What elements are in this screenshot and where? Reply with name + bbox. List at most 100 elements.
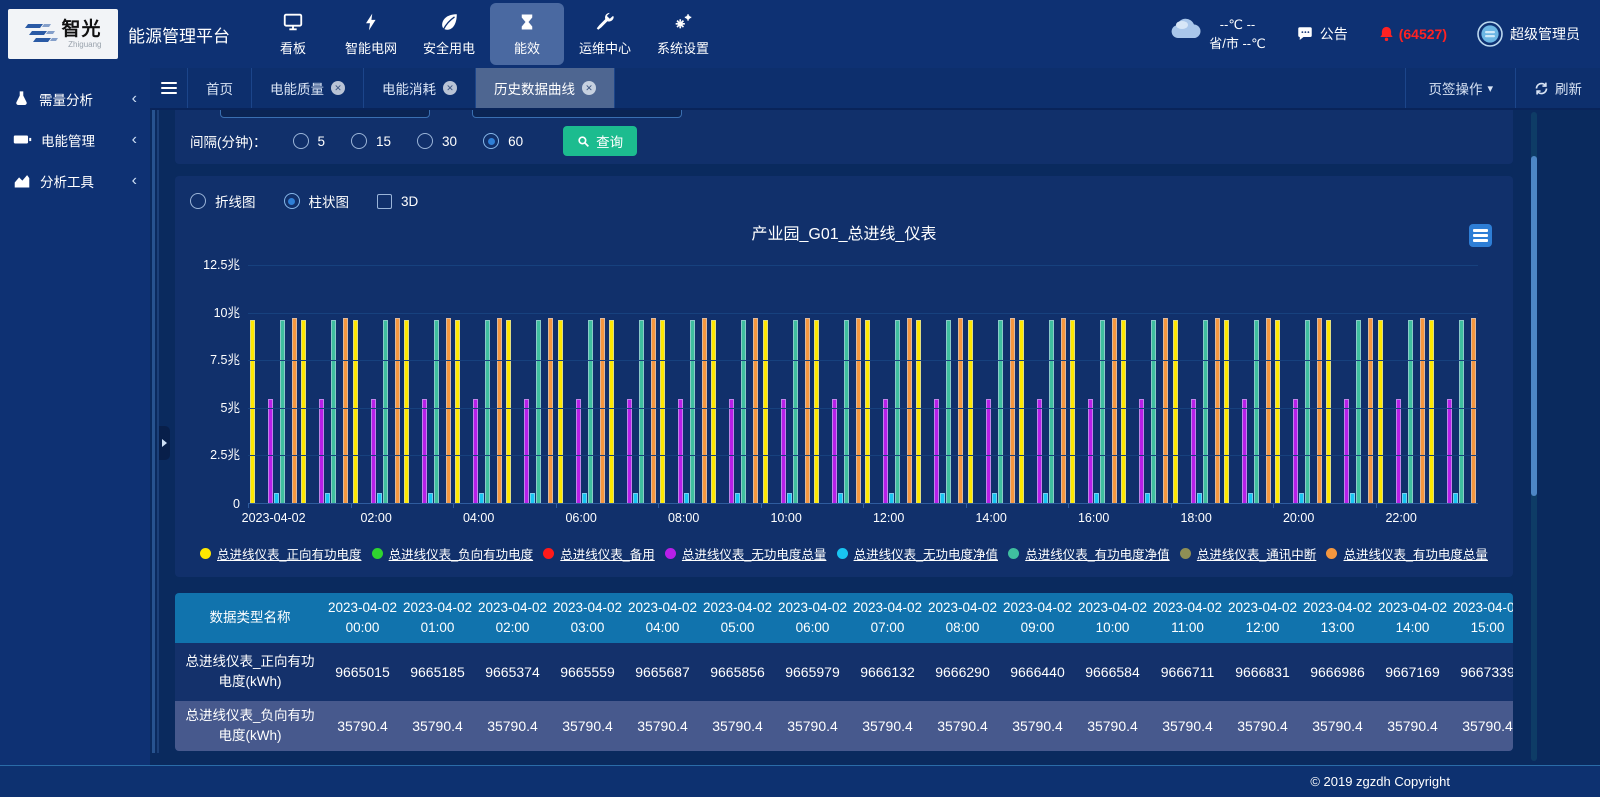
bar-总进线仪表_正向有功电度[interactable] bbox=[660, 320, 665, 504]
search-button[interactable]: 查询 bbox=[563, 126, 637, 156]
bar-总进线仪表_正向有功电度[interactable] bbox=[455, 320, 460, 504]
bar-总进线仪表_有功电度总量[interactable] bbox=[1368, 318, 1373, 504]
bar-总进线仪表_有功电度净值[interactable] bbox=[1203, 320, 1208, 504]
nav-item-hourglass[interactable]: 能效 bbox=[490, 3, 564, 65]
bar-总进线仪表_有功电度净值[interactable] bbox=[588, 320, 593, 504]
bar-总进线仪表_有功电度总量[interactable] bbox=[1112, 318, 1117, 504]
bar-总进线仪表_有功电度总量[interactable] bbox=[343, 318, 348, 504]
bar-总进线仪表_有功电度净值[interactable] bbox=[1254, 320, 1259, 504]
chart-type-折线图[interactable]: 折线图 bbox=[190, 191, 256, 211]
vertical-scrollbar[interactable] bbox=[1531, 112, 1537, 761]
bar-总进线仪表_有功电度总量[interactable] bbox=[753, 318, 758, 504]
bar-总进线仪表_有功电度总量[interactable] bbox=[292, 318, 297, 504]
nav-item-monitor[interactable]: 看板 bbox=[256, 3, 330, 65]
start-date-input[interactable]: 2023-04-02 bbox=[220, 110, 430, 118]
tab-电能质量[interactable]: 电能质量✕ bbox=[252, 68, 364, 108]
bar-总进线仪表_有功电度总量[interactable] bbox=[1266, 318, 1271, 504]
chart-type-柱状图[interactable]: 柱状图 bbox=[284, 191, 350, 211]
bar-总进线仪表_无功电度总量[interactable] bbox=[371, 399, 376, 504]
tab-历史数据曲线[interactable]: 历史数据曲线✕ bbox=[476, 68, 615, 108]
bar-总进线仪表_有功电度净值[interactable] bbox=[1100, 320, 1105, 504]
bar-总进线仪表_有功电度净值[interactable] bbox=[280, 320, 285, 504]
bar-总进线仪表_有功电度净值[interactable] bbox=[844, 320, 849, 504]
tab-close-icon[interactable]: ✕ bbox=[443, 81, 457, 95]
bar-总进线仪表_有功电度净值[interactable] bbox=[434, 320, 439, 504]
tab-list-button[interactable] bbox=[150, 68, 188, 108]
sidebar-item-flask[interactable]: 需量分析‹ bbox=[0, 78, 150, 119]
bar-总进线仪表_正向有功电度[interactable] bbox=[1070, 320, 1075, 504]
bar-总进线仪表_无功电度总量[interactable] bbox=[1088, 399, 1093, 504]
bar-总进线仪表_有功电度净值[interactable] bbox=[639, 320, 644, 504]
bar-总进线仪表_无功电度总量[interactable] bbox=[1242, 399, 1247, 504]
tab-operations-dropdown[interactable]: 页签操作 ▾ bbox=[1405, 68, 1515, 108]
nav-item-bolt[interactable]: 智能电网 bbox=[334, 3, 408, 65]
bar-总进线仪表_有功电度净值[interactable] bbox=[383, 320, 388, 504]
bar-总进线仪表_有功电度净值[interactable] bbox=[690, 320, 695, 504]
bar-总进线仪表_有功电度净值[interactable] bbox=[1049, 320, 1054, 504]
bar-总进线仪表_无功电度总量[interactable] bbox=[268, 399, 273, 504]
bar-总进线仪表_无功电度总量[interactable] bbox=[422, 399, 427, 504]
bar-总进线仪表_正向有功电度[interactable] bbox=[1019, 320, 1024, 504]
scrollbar-thumb[interactable] bbox=[1531, 156, 1537, 496]
nav-item-wrench[interactable]: 运维中心 bbox=[568, 3, 642, 65]
bar-总进线仪表_无功电度总量[interactable] bbox=[319, 399, 324, 504]
interval-option-30[interactable]: 30 bbox=[417, 133, 457, 149]
chart-menu-button[interactable] bbox=[1469, 224, 1492, 247]
bar-总进线仪表_正向有功电度[interactable] bbox=[353, 320, 358, 504]
bar-总进线仪表_有功电度净值[interactable] bbox=[1305, 320, 1310, 504]
bar-总进线仪表_正向有功电度[interactable] bbox=[711, 320, 716, 504]
bar-总进线仪表_有功电度总量[interactable] bbox=[805, 318, 810, 504]
bar-总进线仪表_正向有功电度[interactable] bbox=[609, 320, 614, 504]
bar-总进线仪表_有功电度总量[interactable] bbox=[1163, 318, 1168, 504]
bar-总进线仪表_有功电度总量[interactable] bbox=[446, 318, 451, 504]
bar-总进线仪表_有功电度净值[interactable] bbox=[998, 320, 1003, 504]
bar-总进线仪表_无功电度总量[interactable] bbox=[832, 399, 837, 504]
bar-总进线仪表_正向有功电度[interactable] bbox=[404, 320, 409, 504]
bar-总进线仪表_无功电度总量[interactable] bbox=[883, 399, 888, 504]
legend-item-总进线仪表_有功电度总量[interactable]: 总进线仪表_有功电度总量 bbox=[1326, 544, 1487, 563]
bar-总进线仪表_无功电度总量[interactable] bbox=[729, 399, 734, 504]
bar-总进线仪表_无功电度总量[interactable] bbox=[1344, 399, 1349, 504]
bar-总进线仪表_无功电度总量[interactable] bbox=[524, 399, 529, 504]
bar-总进线仪表_有功电度总量[interactable] bbox=[395, 318, 400, 504]
announcement-button[interactable]: 公告 bbox=[1296, 24, 1348, 44]
bar-总进线仪表_无功电度总量[interactable] bbox=[986, 399, 991, 504]
bar-总进线仪表_无功电度总量[interactable] bbox=[1139, 399, 1144, 504]
bar-总进线仪表_正向有功电度[interactable] bbox=[1121, 320, 1126, 504]
bar-总进线仪表_有功电度净值[interactable] bbox=[331, 320, 336, 504]
bar-总进线仪表_有功电度净值[interactable] bbox=[1356, 320, 1361, 504]
tab-close-icon[interactable]: ✕ bbox=[331, 81, 345, 95]
bar-总进线仪表_正向有功电度[interactable] bbox=[1275, 320, 1280, 504]
bar-总进线仪表_无功电度总量[interactable] bbox=[1191, 399, 1196, 504]
bar-总进线仪表_有功电度净值[interactable] bbox=[536, 320, 541, 504]
bar-总进线仪表_有功电度总量[interactable] bbox=[702, 318, 707, 504]
bar-总进线仪表_有功电度净值[interactable] bbox=[1151, 320, 1156, 504]
bar-总进线仪表_无功电度总量[interactable] bbox=[473, 399, 478, 504]
bar-总进线仪表_有功电度总量[interactable] bbox=[1471, 318, 1476, 504]
bar-总进线仪表_有功电度总量[interactable] bbox=[1215, 318, 1220, 504]
refresh-button[interactable]: 刷新 bbox=[1515, 68, 1600, 108]
nav-item-gears[interactable]: 系统设置 bbox=[646, 3, 720, 65]
bar-总进线仪表_有功电度总量[interactable] bbox=[1061, 318, 1066, 504]
bar-总进线仪表_正向有功电度[interactable] bbox=[1378, 320, 1383, 504]
bar-总进线仪表_有功电度总量[interactable] bbox=[907, 318, 912, 504]
bar-总进线仪表_有功电度总量[interactable] bbox=[497, 318, 502, 504]
bar-总进线仪表_无功电度总量[interactable] bbox=[1447, 399, 1452, 504]
bar-总进线仪表_正向有功电度[interactable] bbox=[814, 320, 819, 504]
bar-总进线仪表_无功电度总量[interactable] bbox=[781, 399, 786, 504]
bar-总进线仪表_有功电度净值[interactable] bbox=[793, 320, 798, 504]
legend-item-总进线仪表_负向有功电度[interactable]: 总进线仪表_负向有功电度 bbox=[372, 544, 533, 563]
sidebar-item-chart-area[interactable]: 分析工具‹ bbox=[0, 160, 150, 201]
sidebar-collapse-handle[interactable] bbox=[159, 426, 170, 460]
bar-总进线仪表_正向有功电度[interactable] bbox=[250, 320, 255, 504]
bar-总进线仪表_无功电度总量[interactable] bbox=[678, 399, 683, 504]
bar-总进线仪表_无功电度总量[interactable] bbox=[627, 399, 632, 504]
bar-总进线仪表_有功电度净值[interactable] bbox=[946, 320, 951, 504]
user-menu[interactable]: 超级管理员 bbox=[1477, 21, 1580, 47]
bar-总进线仪表_正向有功电度[interactable] bbox=[1429, 320, 1434, 504]
bar-总进线仪表_正向有功电度[interactable] bbox=[506, 320, 511, 504]
bar-总进线仪表_正向有功电度[interactable] bbox=[1224, 320, 1229, 504]
bar-总进线仪表_有功电度总量[interactable] bbox=[958, 318, 963, 504]
bar-总进线仪表_有功电度总量[interactable] bbox=[600, 318, 605, 504]
legend-item-总进线仪表_正向有功电度[interactable]: 总进线仪表_正向有功电度 bbox=[200, 544, 361, 563]
